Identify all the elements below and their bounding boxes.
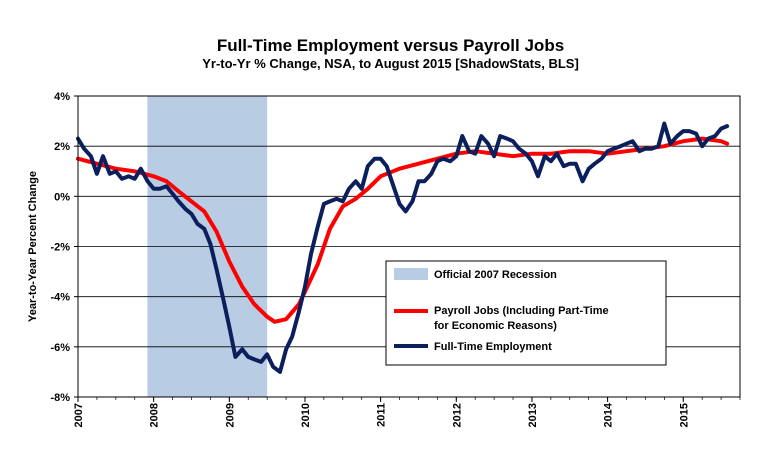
y-tick-label: -2% [50,242,70,254]
legend-swatch-recession [394,268,428,280]
x-tick-label: 2009 [224,403,236,427]
x-tick-label: 2011 [376,403,388,427]
chart-title: Full-Time Employment versus Payroll Jobs [216,36,565,55]
y-tick-label: -6% [50,342,70,354]
y-tick-label: 2% [54,141,70,153]
legend-label-payroll-line1: Payroll Jobs (Including Part-Time [434,305,609,317]
x-tick-label: 2013 [527,403,539,427]
x-tick-label: 2010 [300,403,312,427]
legend-label-payroll-line2: for Economic Reasons) [434,320,557,332]
x-tick-label: 2012 [451,403,463,427]
chart-subtitle: Yr-to-Yr % Change, NSA, to August 2015 [… [202,56,579,71]
y-tick-label: -8% [50,392,70,404]
legend-label-full-time: Full-Time Employment [434,341,552,353]
y-axis-label: Year-to-Year Percent Change [27,171,39,322]
full-time-employment-line [76,121,730,374]
y-tick-label: 4% [54,91,70,103]
x-tick-label: 2014 [603,402,615,427]
legend-label-recession: Official 2007 Recession [434,269,557,281]
x-tick-label: 2008 [149,403,161,427]
y-tick-label: 0% [54,191,70,203]
x-tick-label: 2007 [73,403,85,427]
x-tick-label: 2015 [678,403,690,427]
legend-box [385,260,667,366]
y-tick-label: -4% [50,292,70,304]
